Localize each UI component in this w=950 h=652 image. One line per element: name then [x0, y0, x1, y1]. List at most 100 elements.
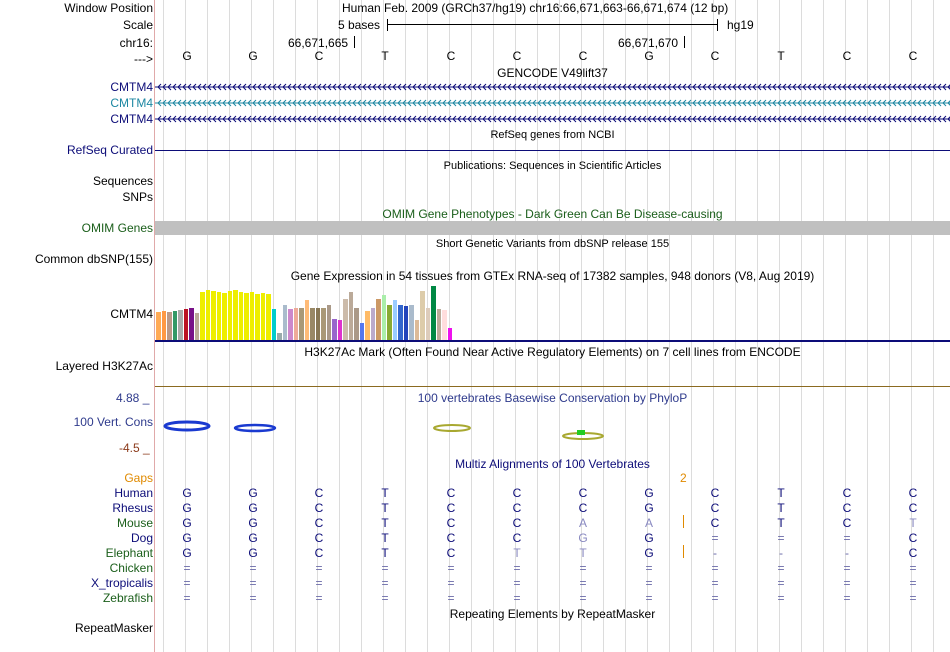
- gtex-tissue-bar[interactable]: [359, 323, 364, 340]
- alignment-base: C: [842, 516, 852, 530]
- gtex-track-title[interactable]: Gene Expression in 54 tissues from GTEx …: [290, 269, 815, 283]
- species-label-human[interactable]: Human: [114, 486, 153, 500]
- gtex-tissue-bar[interactable]: [398, 305, 403, 340]
- gtex-tissue-bar[interactable]: [172, 311, 177, 340]
- gtex-gene-label[interactable]: CMTM4: [110, 307, 153, 321]
- species-label-mouse[interactable]: Mouse: [116, 516, 153, 530]
- alignment-base: =: [777, 576, 785, 590]
- gtex-tissue-bar[interactable]: [403, 306, 408, 340]
- omim-gene-bar[interactable]: [155, 221, 950, 235]
- gtex-tissue-bar[interactable]: [255, 294, 260, 340]
- gtex-tissue-bar[interactable]: [282, 305, 287, 340]
- gtex-tissue-bar[interactable]: [216, 292, 221, 340]
- gtex-tissue-bar[interactable]: [249, 292, 254, 340]
- gtex-tissue-bar[interactable]: [425, 308, 430, 340]
- phylop-label[interactable]: 100 Vert. Cons: [73, 415, 153, 429]
- sequences-label[interactable]: Sequences: [92, 174, 153, 188]
- multiz-track-title[interactable]: Multiz Alignments of 100 Vertebrates: [455, 457, 650, 471]
- gtex-tissue-bar[interactable]: [321, 308, 326, 340]
- repeatmasker-track-title[interactable]: Repeating Elements by RepeatMasker: [449, 607, 656, 621]
- gtex-tissue-bar[interactable]: [200, 292, 205, 340]
- refseq-gene-line[interactable]: [155, 150, 950, 151]
- gtex-tissue-bar[interactable]: [442, 310, 447, 340]
- gtex-tissue-bar[interactable]: [178, 310, 183, 340]
- publications-track-title[interactable]: Publications: Sequences in Scientific Ar…: [443, 160, 662, 172]
- gtex-tissue-bar[interactable]: [310, 308, 315, 340]
- gtex-tissue-bar[interactable]: [189, 308, 194, 340]
- gtex-tissue-bar[interactable]: [315, 308, 320, 340]
- gtex-tissue-bar[interactable]: [337, 320, 342, 340]
- gtex-tissue-bar[interactable]: [332, 319, 337, 340]
- gtex-tissue-bar[interactable]: [392, 300, 397, 340]
- gtex-tissue-bar[interactable]: [343, 299, 348, 340]
- gtex-tissue-bar[interactable]: [244, 293, 249, 340]
- phylop-logo[interactable]: [155, 415, 950, 445]
- species-label-dog[interactable]: Dog: [130, 531, 153, 545]
- gencode-gene-label[interactable]: CMTM4: [110, 96, 153, 110]
- gtex-tissue-bar[interactable]: [299, 308, 304, 340]
- gap-count: 2: [680, 471, 687, 485]
- gtex-tissue-bar[interactable]: [365, 311, 370, 340]
- sequence-base: T: [777, 49, 785, 63]
- dbsnp-track-title[interactable]: Short Genetic Variants from dbSNP releas…: [435, 238, 670, 250]
- h3k27ac-track-title[interactable]: H3K27Ac Mark (Often Found Near Active Re…: [304, 345, 801, 359]
- gtex-tissue-bar[interactable]: [167, 312, 172, 340]
- h3k27ac-label[interactable]: Layered H3K27Ac: [55, 359, 153, 373]
- gtex-tissue-bar[interactable]: [370, 308, 375, 340]
- gtex-tissue-bar[interactable]: [414, 320, 419, 340]
- position-title[interactable]: Human Feb. 2009 (GRCh37/hg19) chr16:66,6…: [342, 1, 729, 15]
- gtex-tissue-bar[interactable]: [183, 309, 188, 340]
- gtex-tissue-bar[interactable]: [238, 292, 243, 340]
- species-label-chicken[interactable]: Chicken: [109, 561, 153, 575]
- gtex-tissue-bar[interactable]: [348, 292, 353, 340]
- gencode-gene-strand[interactable]: [155, 114, 950, 124]
- gtex-tissue-bar[interactable]: [271, 309, 276, 340]
- gtex-tissue-bar[interactable]: [194, 313, 199, 340]
- gtex-tissue-bar[interactable]: [387, 305, 392, 340]
- gencode-gene-label[interactable]: CMTM4: [110, 80, 153, 94]
- alignment-base: =: [183, 591, 191, 605]
- gtex-tissue-bar[interactable]: [376, 299, 381, 340]
- gtex-tissue-bar[interactable]: [266, 294, 271, 340]
- gtex-tissue-bar[interactable]: [260, 293, 265, 340]
- omim-track-title[interactable]: OMIM Gene Phenotypes - Dark Green Can Be…: [382, 207, 723, 221]
- species-label-rhesus[interactable]: Rhesus: [112, 501, 153, 515]
- phylop-track-title[interactable]: 100 vertebrates Basewise Conservation by…: [417, 391, 688, 405]
- dbsnp-label[interactable]: Common dbSNP(155): [34, 252, 153, 266]
- species-label-x_tropicalis[interactable]: X_tropicalis: [90, 576, 153, 590]
- gtex-tissue-bar[interactable]: [326, 305, 331, 340]
- gtex-tissue-bar[interactable]: [288, 309, 293, 340]
- species-label-elephant[interactable]: Elephant: [105, 546, 153, 560]
- species-label-zebrafish[interactable]: Zebrafish: [102, 591, 153, 605]
- gencode-gene-strand[interactable]: [155, 98, 950, 108]
- gencode-track-title[interactable]: GENCODE V49lift37: [497, 66, 608, 80]
- gtex-tissue-bar[interactable]: [431, 286, 436, 340]
- refseq-label[interactable]: RefSeq Curated: [66, 143, 153, 157]
- gtex-tissue-bar[interactable]: [156, 312, 161, 340]
- gtex-tissue-bar[interactable]: [205, 290, 210, 340]
- gtex-tissue-bar[interactable]: [436, 309, 441, 340]
- snps-label[interactable]: SNPs: [122, 190, 153, 204]
- gencode-gene-strand[interactable]: [155, 82, 950, 92]
- alignment-base: G: [182, 531, 192, 545]
- gencode-gene-label[interactable]: CMTM4: [110, 112, 153, 126]
- refseq-track-title[interactable]: RefSeq genes from NCBI: [490, 129, 615, 141]
- gaps-label[interactable]: Gaps: [124, 471, 153, 485]
- gtex-tissue-bar[interactable]: [161, 311, 166, 340]
- gtex-tissue-bar[interactable]: [222, 293, 227, 340]
- gtex-tissue-bar[interactable]: [304, 300, 309, 340]
- gtex-tissue-bar[interactable]: [227, 291, 232, 340]
- omim-label[interactable]: OMIM Genes: [81, 221, 153, 235]
- grid-line: [471, 0, 472, 652]
- gtex-tissue-bar[interactable]: [447, 328, 452, 340]
- gtex-tissue-bar[interactable]: [420, 291, 425, 340]
- gtex-tissue-bar[interactable]: [354, 308, 359, 340]
- gtex-tissue-bar[interactable]: [277, 333, 282, 340]
- repeatmasker-label[interactable]: RepeatMasker: [74, 621, 153, 635]
- gtex-tissue-bar[interactable]: [211, 291, 216, 340]
- alignment-base: G: [644, 486, 654, 500]
- gtex-tissue-bar[interactable]: [293, 308, 298, 340]
- gtex-tissue-bar[interactable]: [381, 295, 386, 340]
- gtex-tissue-bar[interactable]: [409, 305, 414, 340]
- gtex-tissue-bar[interactable]: [233, 290, 238, 340]
